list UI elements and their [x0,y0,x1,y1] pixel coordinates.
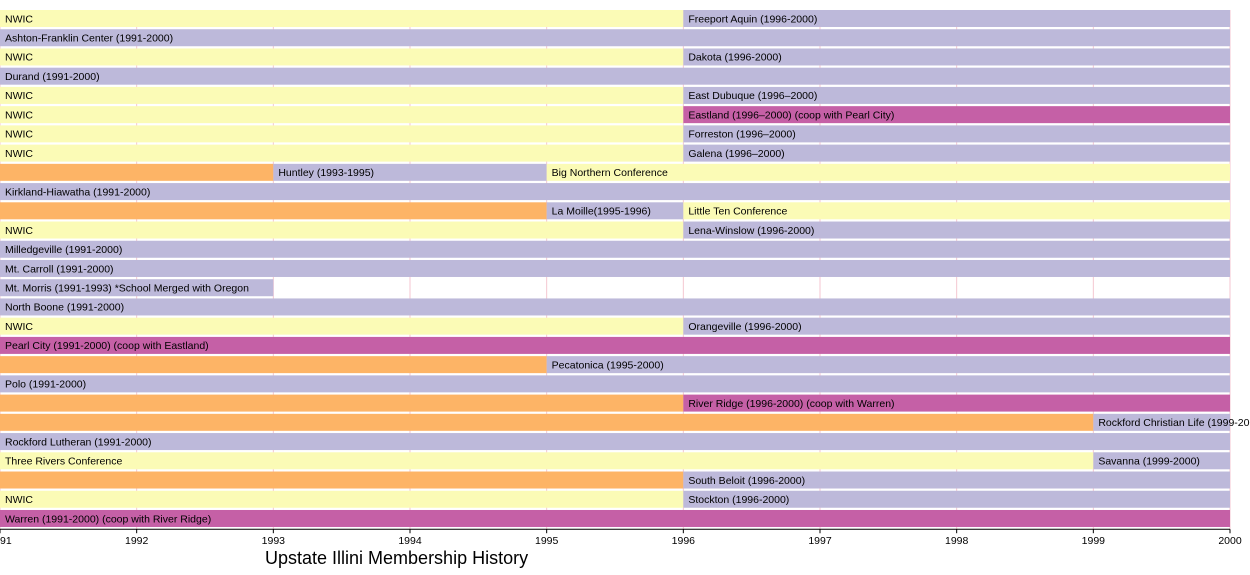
segment-label: Rockford Christian Life (1999-2000) [1098,417,1250,429]
chart-title: Upstate Illini Membership History [265,548,528,568]
segment [0,202,547,220]
x-tick-label: 1998 [945,535,969,547]
segment [0,317,684,335]
segment [0,29,1230,47]
segment [683,317,1230,335]
segment-label: Orangeville (1996-2000) [688,321,801,333]
segment-label: Little Ten Conference [688,206,787,218]
segment [0,67,1230,85]
segment [0,125,684,143]
segment [0,48,684,66]
segment-label: Polo (1991-2000) [5,379,86,391]
x-tick-label: 2000 [1218,535,1242,547]
segment [0,394,684,412]
x-tick-label: 1999 [1082,535,1106,547]
x-tick-label: 1997 [808,535,832,547]
segment-label: North Boone (1991-2000) [5,302,124,314]
segment [0,375,1230,393]
segment-label: Durand (1991-2000) [5,71,100,83]
segment [0,221,684,239]
segment [683,490,1230,508]
x-tick-label: 1992 [125,535,149,547]
segment [0,471,684,489]
x-tick-label: 1996 [672,535,696,547]
segment [0,240,1230,258]
segment-label: NWIC [5,148,33,160]
segment-label: Big Northern Conference [552,167,668,179]
segment-label: NWIC [5,494,33,506]
segment [683,10,1230,27]
segment-label: NWIC [5,13,33,25]
segment [546,163,1230,181]
segment-label: Milledgeville (1991-2000) [5,244,122,256]
x-tick-label: 1995 [535,535,559,547]
x-tick-label: 1993 [262,535,286,547]
segment [683,48,1230,66]
segment [0,298,1230,316]
segment-label: Huntley (1993-1995) [278,167,374,179]
segment [683,202,1230,220]
segment [0,10,684,27]
segment [546,202,684,220]
segment [683,86,1230,104]
segment [0,163,274,181]
segment [1093,413,1230,431]
segment [683,394,1230,412]
segment-label: Mt. Morris (1991-1993) *School Merged wi… [5,283,249,295]
segment [0,336,1230,354]
segment-label: Forreston (1996–2000) [688,129,795,141]
segment-label: NWIC [5,90,33,102]
segment-label: NWIC [5,109,33,121]
segment-label: South Beloit (1996-2000) [688,475,805,487]
segment [0,356,547,374]
segment-label: Three Rivers Conference [5,456,122,468]
segment [0,433,1230,451]
segment [0,509,1230,527]
segment [683,125,1230,143]
segment-label: Pearl City (1991-2000) (coop with Eastla… [5,340,209,352]
segment [0,413,1094,431]
segment [0,144,684,162]
segment-label: NWIC [5,129,33,141]
segment [546,356,1230,374]
segment [273,163,547,181]
segment [683,144,1230,162]
segment-label: Mt. Carroll (1991-2000) [5,263,114,275]
segment [0,86,684,104]
segment-label: Kirkland-Hiawatha (1991-2000) [5,186,150,198]
segment-label: NWIC [5,225,33,237]
segment-label: Savanna (1999-2000) [1098,456,1200,468]
segment-label: NWIC [5,321,33,333]
segment-label: Rockford Lutheran (1991-2000) [5,436,152,448]
segment-label: River Ridge (1996-2000) (coop with Warre… [688,398,894,410]
segment [0,183,1230,201]
x-tick-label: 1994 [398,535,422,547]
segment-label: East Dubuque (1996–2000) [688,90,817,102]
segment [0,490,684,508]
segment-label: Pecatonica (1995-2000) [552,359,664,371]
segment-label: Stockton (1996-2000) [688,494,789,506]
segment [1093,452,1230,470]
segment [0,106,684,124]
segment-label: Warren (1991-2000) (coop with River Ridg… [5,513,211,525]
segment-label: NWIC [5,52,33,64]
segment [0,259,1230,277]
segment [683,106,1230,124]
segment-label: Eastland (1996–2000) (coop with Pearl Ci… [688,109,894,121]
segment-label: Freeport Aquin (1996-2000) [688,13,817,25]
segment-label: Dakota (1996-2000) [688,52,781,64]
segment [683,221,1230,239]
segment-label: La Moille(1995-1996) [552,206,651,218]
segment [683,471,1230,489]
segment-label: Galena (1996–2000) [688,148,784,160]
segment [0,279,274,297]
segment-label: Ashton-Franklin Center (1991-2000) [5,33,173,45]
segment-label: Lena-Winslow (1996-2000) [688,225,814,237]
segment [0,452,1094,470]
x-tick-label: 1991 [0,535,12,547]
